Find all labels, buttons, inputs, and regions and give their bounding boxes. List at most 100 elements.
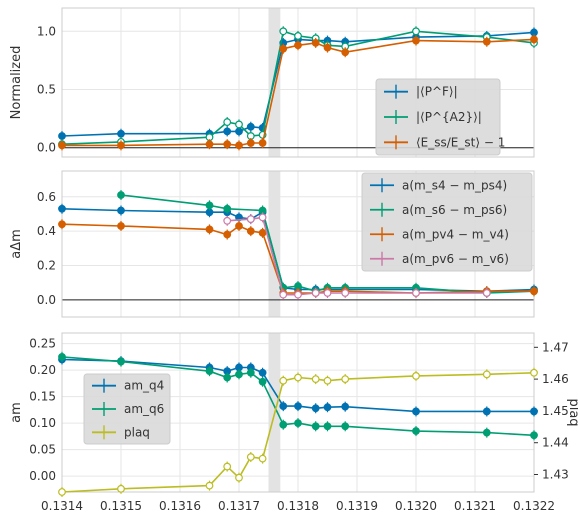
data-point (279, 290, 288, 299)
legend-label: |⟨P^F⟩| (416, 85, 458, 99)
data-point (58, 352, 66, 361)
data-point (294, 32, 302, 40)
data-point (412, 27, 420, 36)
y-tick-label: 0.00 (29, 469, 56, 483)
data-point (205, 201, 214, 210)
data-point (279, 420, 288, 429)
legend-label: a(m_pv4 − m_v4) (402, 227, 509, 241)
data-point (530, 287, 538, 296)
x-tick-label: 0.1317 (218, 499, 260, 513)
legend-label: am_q6 (124, 402, 164, 416)
data-point (294, 373, 302, 382)
data-point (294, 290, 302, 299)
plot-frame (61, 7, 535, 158)
y-axis-label: am (9, 402, 24, 423)
data-point (205, 481, 214, 490)
data-point (311, 422, 320, 431)
data-point (223, 373, 232, 382)
data-point (323, 422, 332, 431)
legend-box (375, 78, 501, 156)
data-point (117, 129, 125, 138)
data-point (117, 206, 125, 215)
data-point (323, 403, 332, 412)
data-point (258, 213, 267, 222)
data-point (117, 484, 125, 493)
data-point (223, 462, 232, 471)
data-point (246, 215, 255, 223)
right-y-axis-label: plaq (566, 398, 578, 426)
data-point (235, 120, 243, 129)
y-tick-label: 0.15 (29, 390, 56, 404)
y-axis-label: Normalized (9, 46, 24, 120)
x-tick-label: 0.1314 (41, 499, 83, 513)
data-point (246, 227, 255, 236)
data-point (294, 41, 302, 50)
legend-label: am_q4 (124, 379, 164, 393)
data-point (530, 35, 538, 44)
legend-label: a(m_s6 − m_ps6) (402, 203, 507, 217)
transition-band (268, 171, 281, 317)
data-point (223, 140, 232, 149)
data-point (412, 407, 420, 416)
data-point (323, 43, 332, 52)
data-point (117, 191, 125, 199)
data-point (235, 473, 243, 482)
y-tick-label: 0.2 (37, 258, 56, 272)
x-tick-label: 0.1321 (454, 499, 496, 513)
data-point (223, 127, 232, 136)
data-point (258, 228, 267, 237)
panel-mass-splitting: 0.0 0.2 0.4 0.6 aΔm a(m_s4 − m_ps4) a(m_s6 − m… (9, 170, 538, 318)
data-point (223, 204, 232, 213)
data-point (341, 289, 350, 297)
data-point (482, 407, 491, 416)
data-point (530, 407, 538, 416)
panel-quark-mass-plaquette: 0.00 0.05 0.10 0.15 0.20 0.25 1.43 1.44 1.45 1.46… (9, 332, 578, 513)
data-point (412, 289, 420, 297)
series-a-m-pv6-m-v6 (223, 212, 491, 300)
legend: |⟨P^F⟩| |⟨P^{A2}⟩| ⟨E_ss/E_st⟩ − 1 (375, 78, 505, 156)
data-point (235, 222, 243, 230)
legend-label: ⟨E_ss/E_st⟩ − 1 (416, 135, 505, 149)
right-y-tick-label: 1.44 (542, 436, 569, 450)
data-point (223, 118, 232, 126)
series-plaq (58, 367, 538, 497)
data-point (258, 139, 267, 147)
data-point (279, 44, 288, 53)
y-tick-label: 0.0 (37, 293, 56, 307)
data-point (341, 402, 350, 411)
series-am-q6 (58, 351, 538, 441)
right-y-tick-label: 1.43 (542, 468, 569, 482)
data-point (294, 419, 302, 428)
data-point (530, 368, 538, 377)
y-tick-label: 0.4 (37, 224, 56, 238)
y-tick-label: 1.0 (37, 24, 56, 38)
legend-label: |⟨P^{A2}⟩| (416, 110, 482, 124)
data-point (246, 368, 255, 377)
y-tick-label: 0.5 (37, 82, 56, 96)
x-tick-label: 0.1315 (100, 499, 142, 513)
data-point (258, 368, 267, 377)
y-tick-label: 0.20 (29, 363, 56, 377)
y-axis-label: aΔm (9, 229, 24, 259)
series-e-ss-e-st-1 (58, 34, 538, 151)
data-point (530, 431, 538, 440)
data-point (412, 36, 420, 45)
data-point (323, 289, 332, 297)
data-point (341, 422, 350, 431)
legend: a(m_s4 − m_ps4) a(m_s6 − m_ps6) a(m_pv4 − … (361, 172, 533, 272)
legend-box (83, 373, 171, 445)
right-y-tick-label: 1.45 (542, 404, 569, 418)
data-point (279, 402, 288, 411)
y-tick-label: 0.6 (37, 190, 56, 204)
data-point (311, 375, 320, 384)
data-point (258, 377, 267, 386)
legend-label: a(m_pv6 − m_v6) (402, 252, 509, 266)
legend-label: a(m_s4 − m_ps4) (402, 178, 507, 192)
data-point (205, 367, 214, 376)
y-tick-label: 0.0 (37, 141, 56, 155)
y-tick-label: 0.10 (29, 416, 56, 430)
data-point (58, 488, 66, 496)
data-point (205, 225, 214, 234)
data-point (323, 376, 332, 385)
